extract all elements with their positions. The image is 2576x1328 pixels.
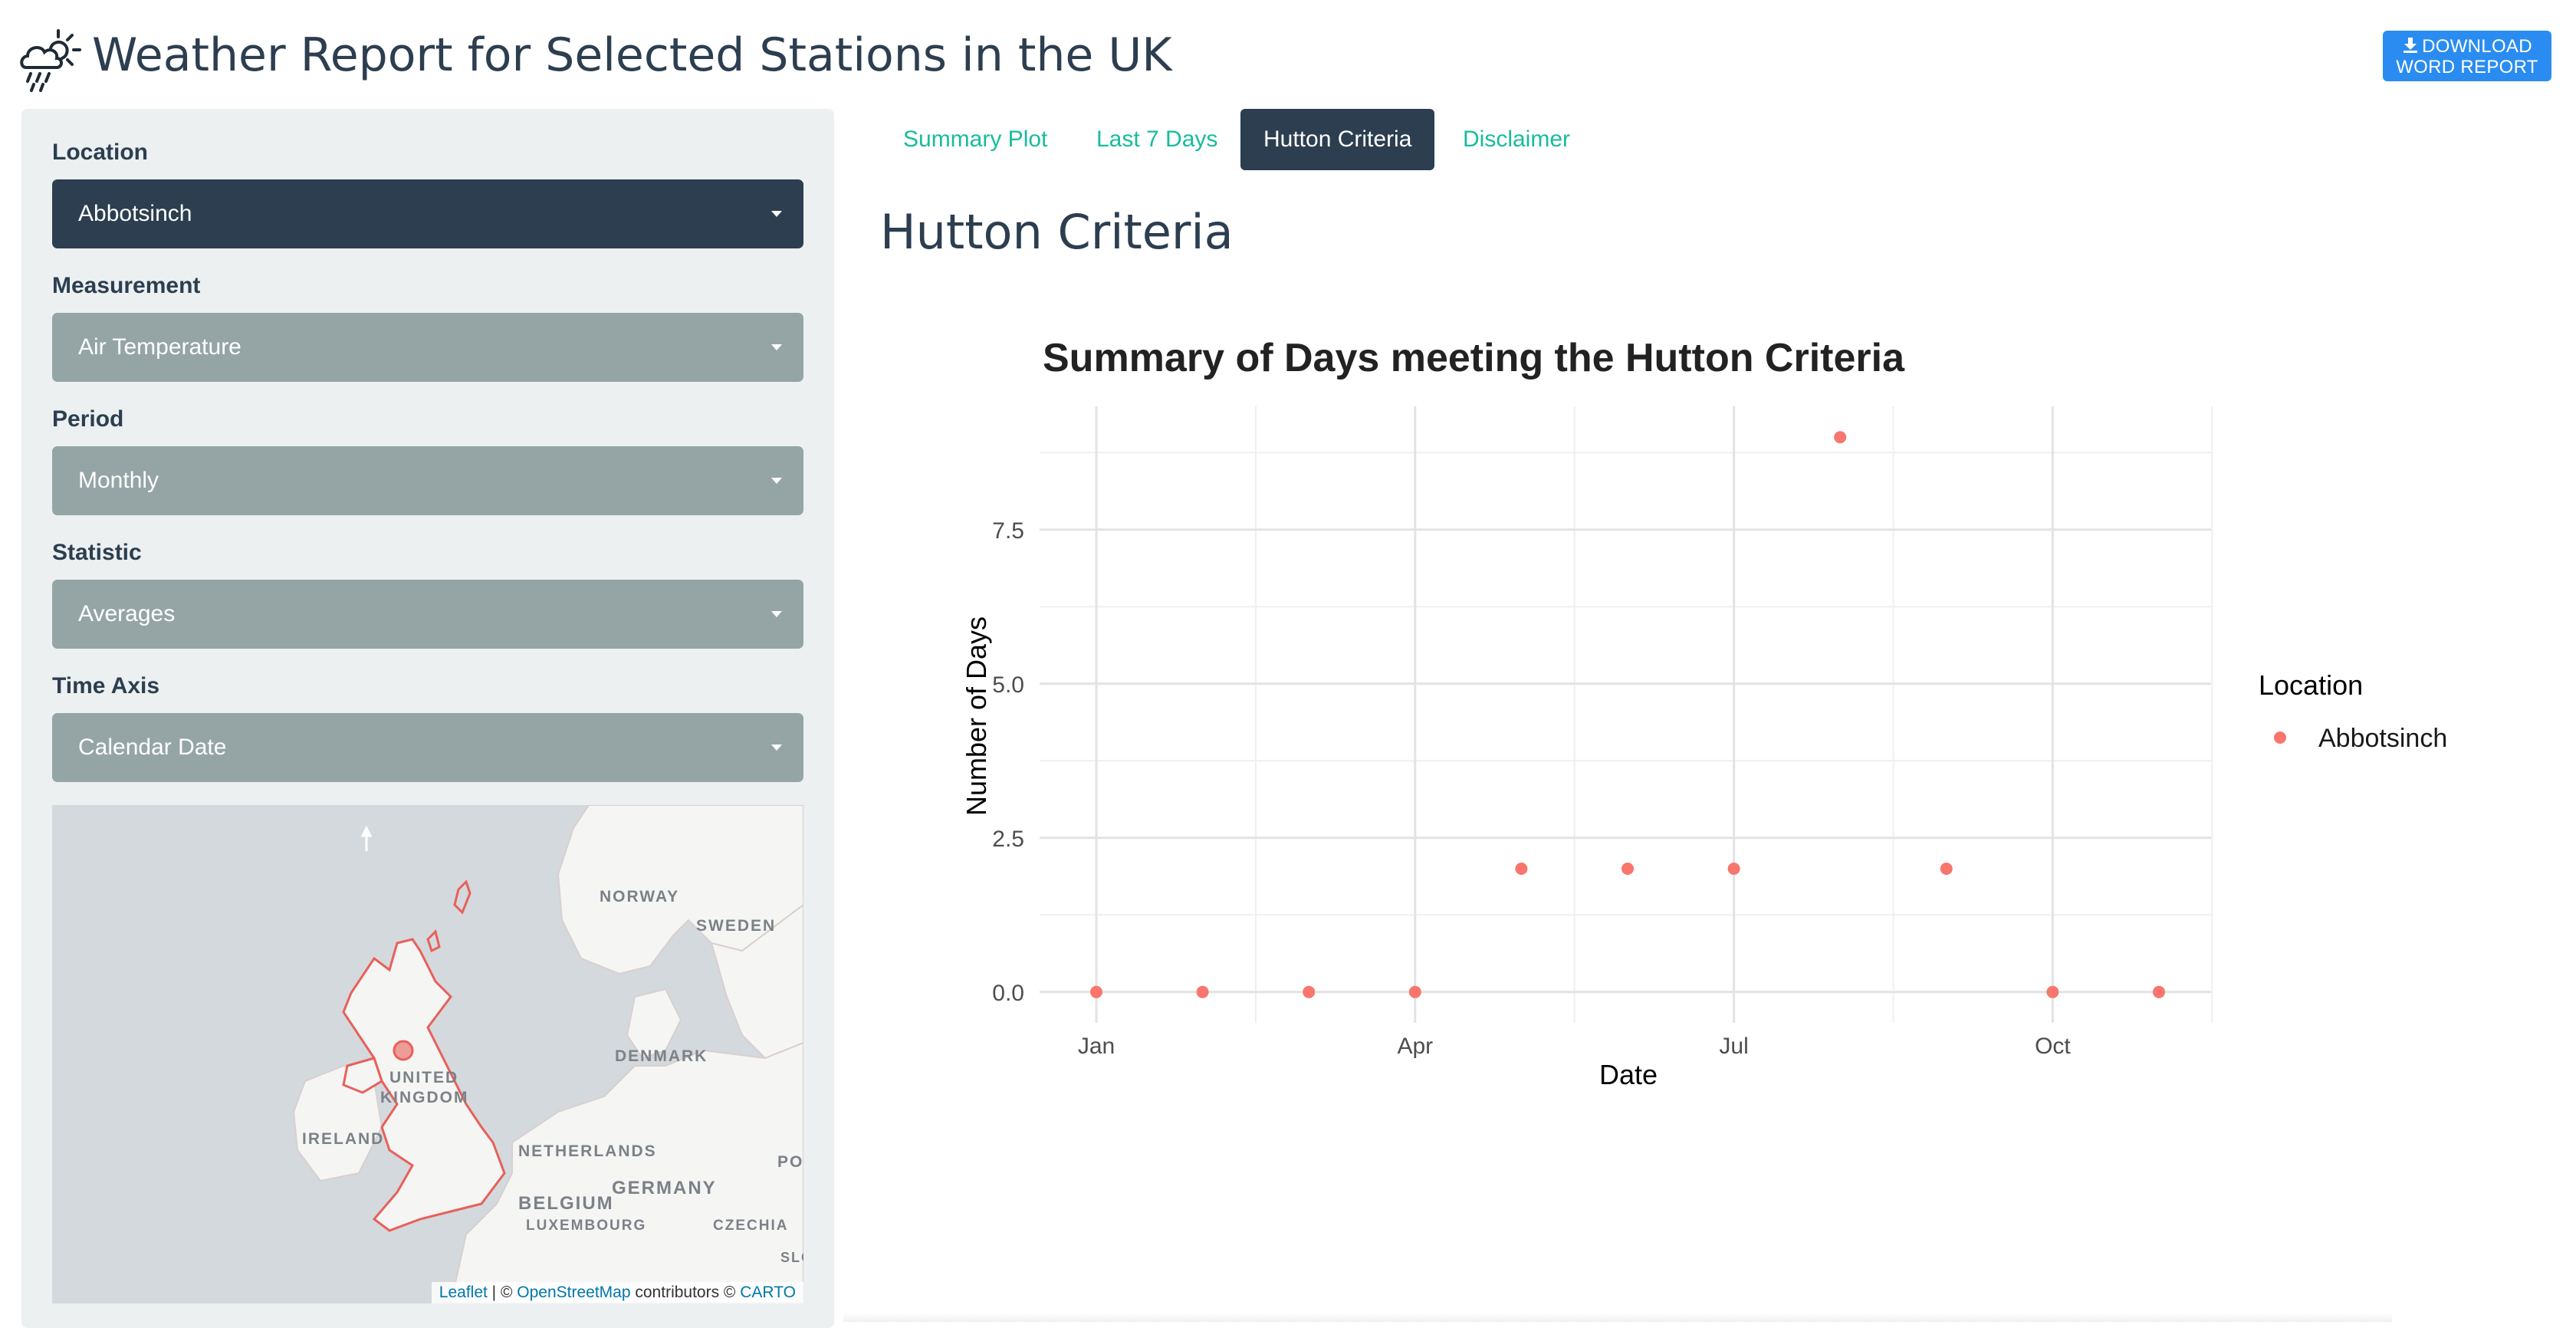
leaflet-link[interactable]: Leaflet [439, 1284, 488, 1301]
x-tick-label: Jul [1719, 1034, 1748, 1059]
download-button-line2: WORD REPORT [2396, 57, 2538, 77]
map-label-luxembourg: LUXEMBOURG [526, 1218, 647, 1234]
station-map[interactable]: NORWAY SWEDEN DENMARK UNITED KINGDOM IRE… [52, 805, 803, 1303]
statistic-select-value: Averages [78, 601, 176, 626]
x-tick-label: Apr [1397, 1034, 1433, 1059]
hutton-chart: Summary of Days meeting the Hutton Crite… [961, 336, 2447, 1090]
osm-link[interactable]: OpenStreetMap [517, 1284, 631, 1301]
download-icon [2404, 38, 2418, 53]
download-word-report-button[interactable]: DOWNLOAD WORD REPORT [2383, 31, 2551, 81]
pin-icon [360, 825, 373, 851]
section-title: Hutton Criteria [880, 204, 1234, 260]
tab-hutton-criteria[interactable]: Hutton Criteria [1240, 109, 1435, 170]
data-point [1408, 985, 1421, 998]
statistic-label: Statistic [52, 540, 142, 565]
period-label: Period [52, 406, 124, 432]
caret-down-icon [771, 478, 782, 484]
location-select-value: Abbotsinch [78, 201, 192, 226]
shetland-outline [426, 879, 472, 953]
map-label-sweden: SWEDEN [696, 917, 777, 935]
caret-down-icon [771, 745, 782, 751]
tab-last-7-days[interactable]: Last 7 Days [1096, 127, 1218, 152]
data-point [1940, 863, 1953, 875]
y-axis-ticks: 0.0 2.5 5.0 7.5 [992, 518, 1024, 1006]
continent-land [449, 1041, 803, 1303]
map-label-ireland: IRELAND [302, 1130, 385, 1148]
attribution-sep: | © [487, 1284, 518, 1301]
bottom-shadow [843, 1313, 2392, 1322]
map-label-po: PO [777, 1153, 803, 1171]
map-label-united: UNITED [389, 1069, 459, 1086]
ni-outline [342, 1057, 383, 1094]
data-point [2153, 985, 2165, 998]
x-axis-ticks: Jan Apr Jul Oct [1078, 1034, 2072, 1059]
denmark-land [626, 988, 682, 1060]
measurement-select[interactable]: Air Temperature [52, 313, 803, 382]
data-point [1515, 863, 1528, 875]
attribution-contrib: contributors © [630, 1284, 741, 1301]
caret-down-icon [771, 211, 782, 217]
sidebar-panel: Location Abbotsinch Measurement Air Temp… [21, 109, 834, 1328]
y-tick-label: 7.5 [992, 518, 1024, 544]
chart-points [1090, 431, 2165, 998]
chart-title: Summary of Days meeting the Hutton Crite… [1043, 336, 1905, 380]
map-label-belgium: BELGIUM [518, 1193, 614, 1214]
measurement-select-value: Air Temperature [78, 334, 242, 360]
data-point [1090, 985, 1102, 998]
page-title: Weather Report for Selected Stations in … [92, 28, 1172, 82]
legend-title: Location [2259, 669, 2363, 701]
legend-item-abbotsinch: Abbotsinch [2318, 724, 2447, 753]
data-point [1196, 985, 1209, 998]
map-canvas [292, 805, 803, 1303]
data-point [1834, 431, 1847, 444]
tab-disclaimer[interactable]: Disclaimer [1463, 127, 1571, 152]
weather-icon [20, 29, 81, 92]
map-label-kingdom: KINGDOM [380, 1089, 469, 1106]
x-tick-label: Oct [2035, 1034, 2071, 1059]
data-point [1303, 985, 1316, 998]
map-label-netherlands: NETHERLANDS [518, 1142, 657, 1160]
chart-grid [1040, 406, 2213, 1023]
y-tick-label: 5.0 [992, 672, 1024, 698]
x-tick-label: Jan [1078, 1034, 1115, 1059]
period-select-value: Monthly [78, 468, 159, 493]
y-tick-label: 2.5 [992, 827, 1024, 852]
map-label-czechia: CZECHIA [713, 1218, 789, 1234]
station-marker [393, 1040, 414, 1061]
x-axis-label: Date [1599, 1059, 1658, 1090]
map-label-denmark: DENMARK [615, 1047, 708, 1065]
time-axis-select-value: Calendar Date [78, 735, 227, 760]
location-label: Location [52, 140, 148, 165]
data-point [2046, 985, 2059, 998]
download-button-line1: DOWNLOAD [2422, 36, 2532, 57]
time-axis-select[interactable]: Calendar Date [52, 713, 803, 782]
data-point [1622, 863, 1634, 875]
map-label-slo: SLO [780, 1250, 803, 1265]
period-select[interactable]: Monthly [52, 446, 803, 515]
map-label-norway: NORWAY [600, 888, 680, 906]
caret-down-icon [771, 611, 782, 617]
statistic-select[interactable]: Averages [52, 580, 803, 649]
caret-down-icon [771, 344, 782, 350]
map-label-germany: GERMANY [612, 1178, 717, 1198]
time-axis-label: Time Axis [52, 673, 160, 699]
tab-summary-plot[interactable]: Summary Plot [903, 127, 1048, 152]
map-attribution: Leaflet | © OpenStreetMap contributors ©… [431, 1282, 803, 1303]
y-tick-label: 0.0 [992, 981, 1024, 1006]
location-select[interactable]: Abbotsinch [52, 179, 803, 248]
measurement-label: Measurement [52, 273, 201, 298]
legend-marker [2274, 731, 2286, 744]
y-axis-label: Number of Days [961, 616, 992, 816]
data-point [1727, 863, 1740, 875]
carto-link[interactable]: CARTO [740, 1284, 796, 1301]
